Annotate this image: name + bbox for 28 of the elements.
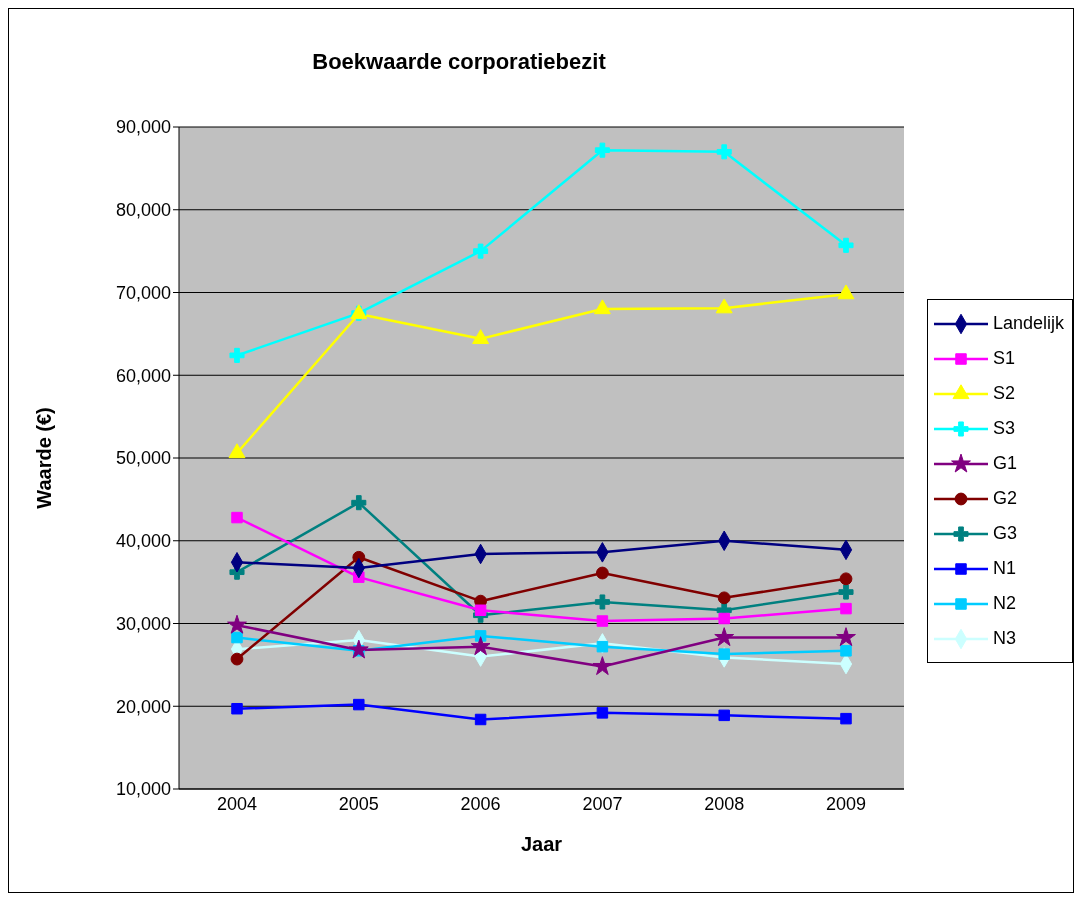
x-tick-label: 2005	[338, 793, 379, 814]
legend-label: N2	[992, 593, 1016, 614]
x-tick-label: 2009	[825, 793, 867, 814]
x-tick-label: 2004	[216, 793, 258, 814]
y-tick-label: 40,000	[115, 531, 171, 552]
x-tick-label: 2006	[460, 793, 501, 814]
chart-title: Boekwaarde corporatiebezit	[311, 49, 607, 75]
x-tick-label: 2008	[704, 793, 745, 814]
y-tick-label: 80,000	[115, 200, 171, 221]
legend-label: G2	[992, 488, 1017, 509]
x-tick-label: 2007	[582, 793, 623, 814]
legend-label: N3	[992, 628, 1016, 649]
y-tick-label: 10,000	[115, 779, 171, 800]
y-tick-label: 70,000	[115, 282, 171, 303]
y-tick-label: 50,000	[115, 448, 171, 469]
legend-label: N1	[992, 558, 1016, 579]
y-tick-label: 60,000	[115, 365, 171, 386]
x-axis-title: Jaar	[520, 833, 563, 855]
y-tick-label: 90,000	[115, 117, 171, 138]
y-tick-label: 20,000	[115, 696, 171, 717]
legend-label: Landelijk	[992, 313, 1064, 334]
legend-label: S1	[992, 348, 1015, 369]
legend-label: S3	[992, 418, 1015, 439]
y-tick-label: 30,000	[115, 613, 171, 634]
legend-label: G3	[992, 523, 1017, 544]
legend-label: G1	[992, 453, 1017, 474]
y-axis-title: Waarde (€)	[33, 407, 56, 509]
legend-label: S2	[992, 383, 1015, 404]
